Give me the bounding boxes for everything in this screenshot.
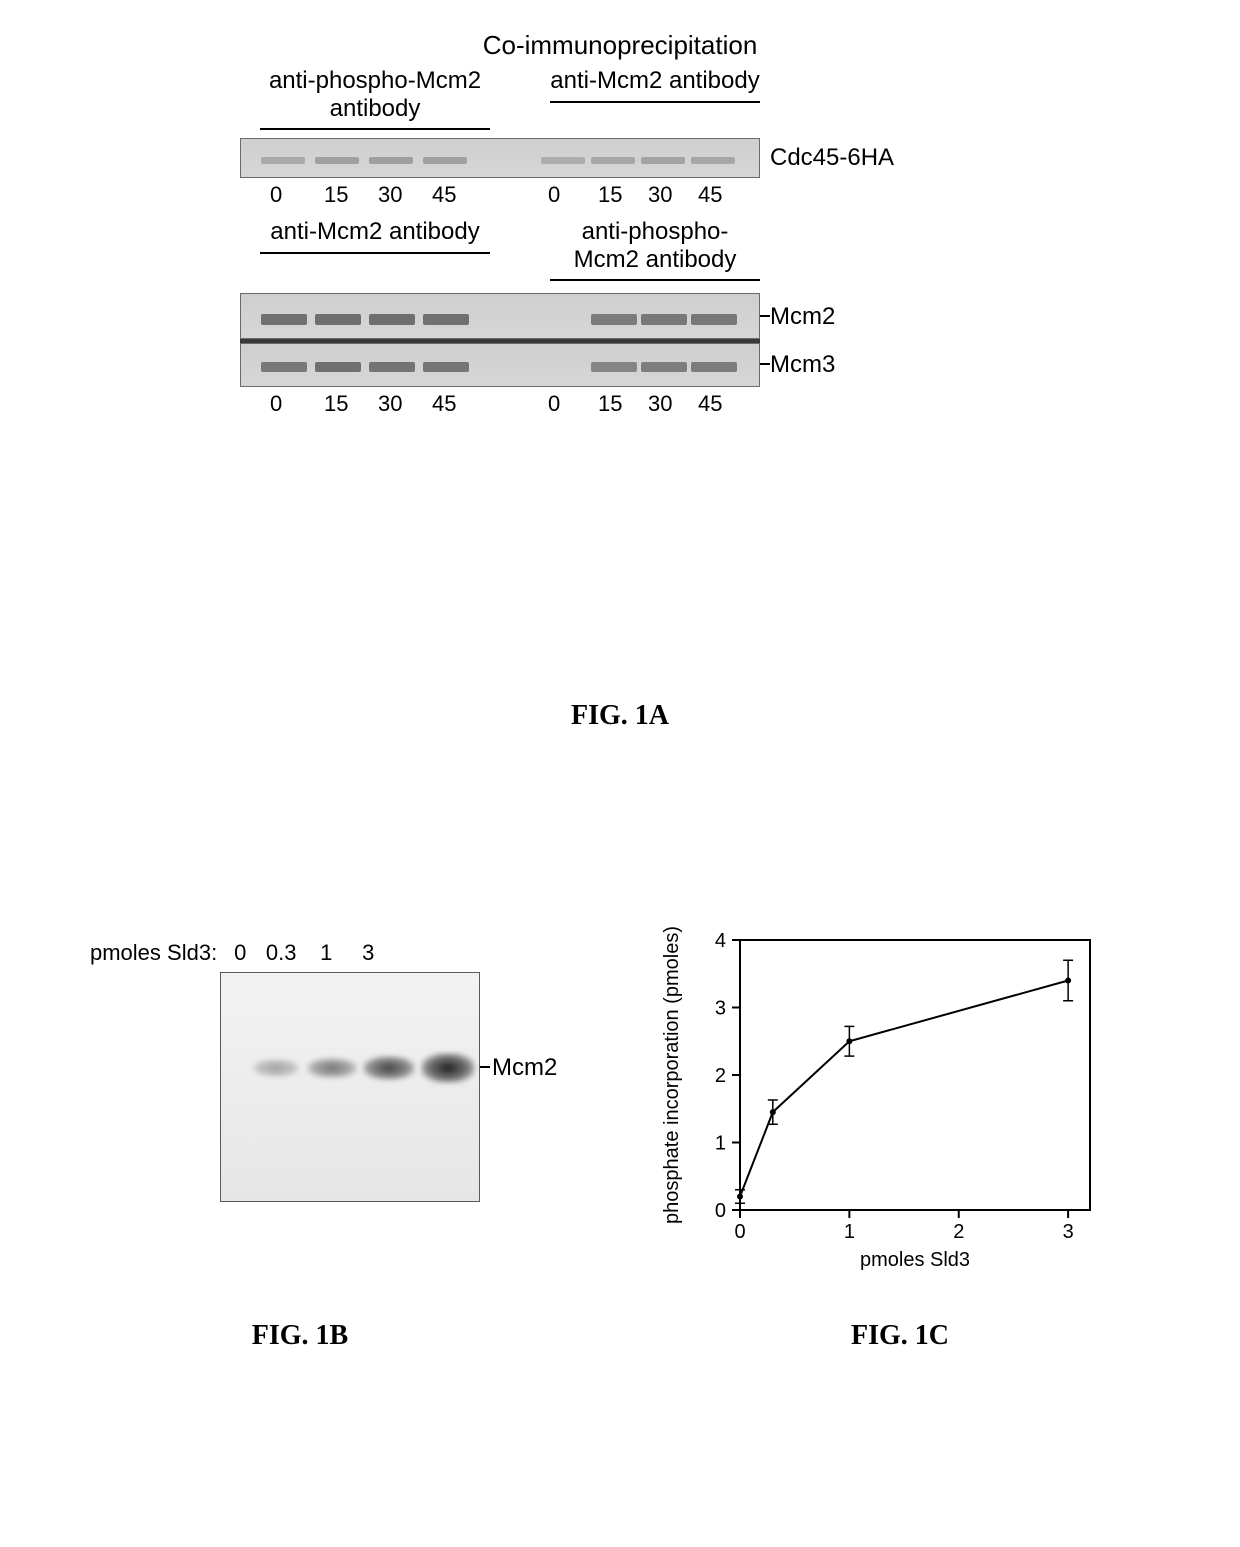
lane-label: 15 (598, 182, 622, 208)
fig1a-cdc45-label: Cdc45-6HA (770, 144, 894, 172)
lane-label: 30 (378, 182, 402, 208)
svg-text:3: 3 (1063, 1221, 1074, 1243)
fig1a-mcm2-blot (240, 293, 760, 339)
fig1b-caption: FIG. 1B (120, 1320, 480, 1352)
lane-label: 45 (698, 391, 722, 417)
lane-label: 0 (270, 182, 282, 208)
fig1b-band (421, 1053, 475, 1083)
lane-label: 15 (598, 391, 622, 417)
fig1b-blot (220, 972, 480, 1202)
lane-label: 45 (432, 391, 456, 417)
lane-label: 0 (270, 391, 282, 417)
fig1b-lane-label: 1 (305, 940, 347, 966)
lane-label: 0 (548, 182, 560, 208)
fig1a-caption: FIG. 1A (0, 700, 1240, 732)
lane-label: 0 (548, 391, 560, 417)
svg-text:0: 0 (715, 1200, 726, 1222)
fig1a-title: Co-immunoprecipitation (240, 30, 1000, 61)
fig1a-mcm3-blot (240, 343, 760, 387)
lane-label: 45 (698, 182, 722, 208)
fig1b-lane-label: 3 (347, 940, 389, 966)
svg-text:1: 1 (844, 1221, 855, 1243)
fig1a-mid-left-label: anti-Mcm2 antibody (260, 218, 490, 281)
svg-text:pmoles Sld3: pmoles Sld3 (860, 1249, 970, 1271)
fig1c-caption: FIG. 1C (720, 1320, 1080, 1352)
svg-text:2: 2 (953, 1221, 964, 1243)
fig1b-lane-prefix: pmoles Sld3: (90, 940, 217, 966)
lane-label: 30 (378, 391, 402, 417)
fig1b-mcm2-label: Mcm2 (492, 1054, 557, 1082)
fig1b-band (363, 1056, 415, 1080)
fig1b-container: pmoles Sld3: 00.313 Mcm2 (90, 940, 560, 1202)
fig1c-chart: 0 1 2 3 4 0 1 2 3 pmoles Sld3 phosphate incorporat… (650, 920, 1110, 1280)
lane-label: 15 (324, 391, 348, 417)
fig1a-mcm2-label: Mcm2 (770, 303, 835, 331)
lane-label: 15 (324, 182, 348, 208)
svg-text:1: 1 (715, 1133, 726, 1155)
fig1b-lane-labels: 00.313 (223, 940, 389, 966)
lane-label: 45 (432, 182, 456, 208)
fig1b-band (307, 1058, 357, 1078)
fig1a-container: Co-immunoprecipitation anti-phospho-Mcm2… (240, 30, 1000, 421)
fig1a-mid-right-label: anti-phospho-Mcm2 antibody (550, 218, 760, 281)
fig1a-mcm3-label: Mcm3 (770, 351, 835, 379)
fig1a-top-left-label: anti-phospho-Mcm2 antibody (260, 67, 490, 130)
svg-text:phosphate incorporation (pmole: phosphate incorporation (pmoles) (661, 926, 683, 1224)
svg-text:3: 3 (715, 998, 726, 1020)
fig1a-top-right-label: anti-Mcm2 antibody (550, 67, 760, 130)
fig1c-container: 0 1 2 3 4 0 1 2 3 pmoles Sld3 phosphate incorporat… (650, 920, 1110, 1280)
svg-text:0: 0 (734, 1221, 745, 1243)
svg-text:2: 2 (715, 1065, 726, 1087)
fig1b-band (253, 1059, 299, 1077)
svg-text:4: 4 (715, 930, 726, 952)
fig1a-cdc45-blot (240, 138, 760, 178)
lane-label: 30 (648, 391, 672, 417)
fig1b-lane-label: 0 (223, 940, 257, 966)
lane-label: 30 (648, 182, 672, 208)
fig1b-lane-label: 0.3 (257, 940, 305, 966)
